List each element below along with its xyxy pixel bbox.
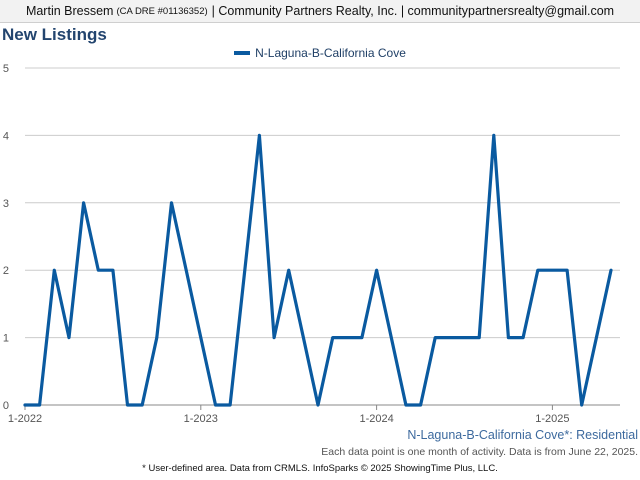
data-point: [331, 336, 334, 339]
x-tick-label: 1-2025: [535, 413, 569, 425]
data-point: [53, 269, 56, 272]
data-point: [199, 336, 202, 339]
data-point: [609, 269, 613, 272]
data-point: [580, 403, 583, 407]
data-point: [565, 269, 569, 272]
legend-swatch: [234, 51, 251, 55]
data-point: [521, 336, 525, 339]
data-point: [536, 269, 539, 272]
chart-title: New Listings: [2, 25, 107, 44]
brokerage-info: | Community Partners Realty, Inc. | comm…: [211, 4, 615, 18]
data-point: [258, 134, 261, 137]
data-point: [287, 269, 290, 272]
data-point: [419, 403, 422, 407]
data-point: [23, 403, 27, 407]
data-point: [97, 269, 100, 272]
data-point: [82, 201, 85, 204]
y-tick-label: 4: [3, 130, 9, 142]
data-point: [404, 403, 408, 407]
footer: * User-defined area. Data from CRMLS. In…: [142, 463, 498, 474]
data-point: [302, 336, 305, 339]
data-point: [126, 403, 129, 407]
data-point: [38, 403, 41, 407]
y-tick-label: 2: [3, 265, 9, 277]
data-point: [155, 336, 159, 339]
data-point: [551, 269, 554, 272]
data-point: [463, 336, 466, 339]
legend-label: N-Laguna-B-California Cove: [255, 46, 406, 60]
data-point: [595, 336, 598, 339]
x-tick-label: 1-2024: [359, 413, 393, 425]
y-tick-label: 5: [3, 63, 9, 75]
agent-name: Martin Bressem: [25, 4, 114, 18]
header-bar: Martin Bressem (CA DRE #01136352) | Comm…: [0, 0, 640, 23]
data-point: [111, 269, 115, 272]
data-point: [390, 336, 393, 339]
source-label: N-Laguna-B-California Cove*: Residential: [407, 428, 638, 442]
y-tick-label: 3: [3, 198, 9, 210]
data-point: [316, 403, 320, 407]
data-point: [477, 336, 481, 339]
data-point: [448, 336, 452, 339]
data-note: Each data point is one month of activity…: [321, 446, 638, 458]
data-point: [375, 269, 378, 272]
data-point: [507, 336, 510, 339]
data-point: [184, 269, 188, 272]
data-point: [346, 336, 349, 339]
y-tick-label: 1: [3, 333, 9, 345]
y-tick-label: 0: [3, 400, 9, 412]
license-number: (CA DRE #01136352): [116, 5, 208, 17]
data-point: [228, 403, 232, 407]
data-point: [360, 336, 364, 339]
data-point: [141, 403, 144, 407]
data-point: [243, 269, 246, 272]
data-point: [434, 336, 437, 339]
data-point: [170, 201, 173, 204]
data-point: [214, 403, 217, 407]
data-point: [492, 134, 495, 137]
legend: N-Laguna-B-California Cove: [0, 46, 640, 60]
x-tick-label: 1-2022: [8, 413, 42, 425]
data-point: [272, 336, 276, 339]
data-point: [67, 336, 71, 339]
x-tick-label: 1-2023: [184, 413, 218, 425]
